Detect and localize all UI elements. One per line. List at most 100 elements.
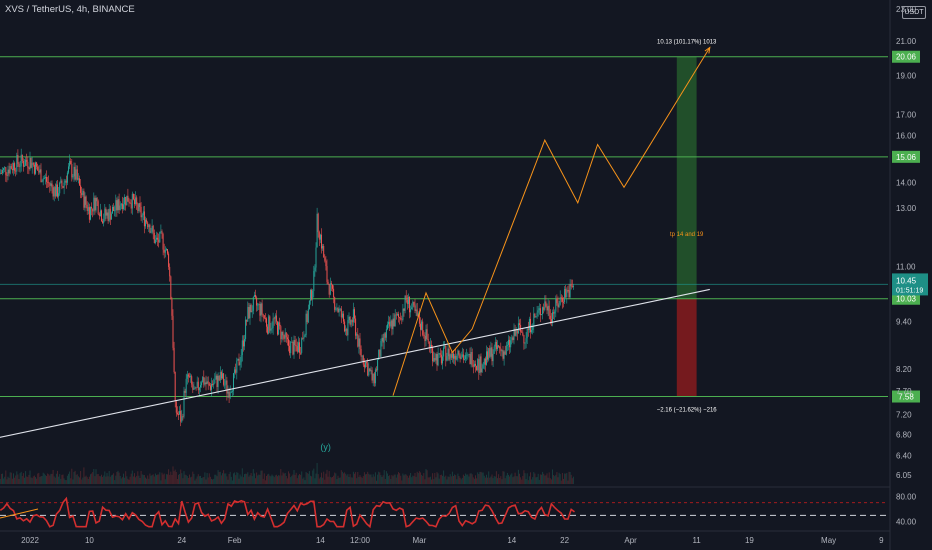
- candle-body: [273, 318, 275, 320]
- volume-bar: [158, 474, 160, 484]
- candle-body: [178, 414, 179, 415]
- candle-body: [140, 207, 142, 218]
- volume-bar: [17, 474, 19, 484]
- volume-bar: [311, 476, 313, 484]
- volume-bar: [219, 471, 221, 484]
- volume-bar: [538, 479, 540, 484]
- candle-body: [407, 296, 409, 305]
- candle-body: [428, 341, 430, 348]
- volume-bar: [39, 477, 41, 484]
- volume-bar: [352, 471, 354, 484]
- volume-bar: [10, 472, 12, 484]
- candle-body: [37, 166, 39, 171]
- candle-body: [172, 315, 174, 348]
- volume-bar: [362, 476, 364, 484]
- candle-body: [118, 199, 120, 210]
- time-tick-label: 14: [316, 536, 325, 545]
- volume-bar: [411, 477, 413, 484]
- candle-body: [0, 173, 1, 174]
- volume-bar: [310, 475, 311, 484]
- candle-body: [205, 382, 207, 384]
- volume-bar: [220, 475, 222, 484]
- volume-bar: [488, 471, 490, 484]
- volume-bar: [422, 475, 424, 484]
- candle-body: [239, 362, 241, 366]
- volume-bars: [0, 463, 574, 484]
- volume-bar: [390, 478, 392, 484]
- volume-bar: [378, 471, 380, 484]
- volume-bar: [343, 473, 344, 484]
- candle-body: [249, 304, 251, 319]
- volume-bar: [435, 477, 437, 484]
- volume-bar: [33, 475, 35, 484]
- volume-bar: [103, 475, 105, 484]
- volume-bar: [47, 473, 49, 484]
- level-price-label: 15.06: [896, 153, 917, 162]
- candle-body: [543, 307, 545, 310]
- candle-body: [179, 410, 181, 415]
- volume-bar: [113, 473, 115, 484]
- candle-body: [22, 160, 24, 167]
- currency-badge[interactable]: USDT: [902, 6, 926, 19]
- volume-bar: [289, 473, 291, 484]
- candle-body: [501, 350, 503, 352]
- level-price-tag: [892, 292, 920, 305]
- volume-bar: [565, 473, 567, 484]
- volume-bar: [121, 477, 123, 484]
- volume-bar: [465, 473, 467, 484]
- volume-bar: [163, 473, 165, 484]
- volume-bar: [186, 476, 188, 484]
- candle-body: [464, 358, 465, 360]
- volume-bar: [468, 476, 470, 484]
- volume-bar: [187, 477, 189, 484]
- candle-body: [509, 339, 511, 348]
- volume-bar: [148, 478, 150, 484]
- volume-bar: [469, 473, 471, 484]
- candle-body: [79, 178, 80, 186]
- volume-bar: [70, 478, 72, 484]
- candle-body: [294, 340, 296, 346]
- volume-bar: [150, 475, 152, 484]
- candle-body: [167, 248, 168, 254]
- volume-bar: [444, 476, 446, 484]
- volume-bar: [533, 472, 535, 484]
- price-tick-label: 6.05: [896, 471, 912, 480]
- volume-bar: [336, 479, 338, 484]
- volume-bar: [86, 477, 88, 484]
- candle-body: [528, 318, 530, 331]
- candle-body: [313, 271, 315, 291]
- candle-body: [358, 338, 360, 347]
- candle-body: [510, 340, 512, 348]
- candle-body: [473, 363, 475, 367]
- candle-body: [499, 346, 501, 349]
- candle-body: [453, 353, 454, 359]
- candle-body: [150, 231, 152, 233]
- candle-body: [455, 355, 457, 360]
- candle-body: [503, 351, 505, 359]
- volume-bar: [328, 471, 330, 484]
- volume-bar: [400, 475, 402, 484]
- volume-bar: [363, 472, 365, 484]
- volume-bar: [246, 473, 248, 484]
- candle-body: [299, 342, 300, 353]
- candle-body: [479, 356, 481, 373]
- volume-bar: [183, 471, 185, 484]
- volume-bar: [345, 473, 347, 484]
- candle-body: [326, 266, 328, 282]
- price-tick-label: 7.70: [896, 387, 912, 396]
- volume-bar: [25, 471, 27, 484]
- candle-body: [324, 257, 326, 261]
- candle-body: [96, 197, 98, 202]
- candle-body: [532, 326, 534, 331]
- candle-body: [206, 381, 208, 384]
- volume-bar: [486, 474, 487, 484]
- candle-body: [215, 375, 217, 380]
- candle-body: [334, 297, 336, 310]
- candle-body: [225, 380, 227, 385]
- candle-body: [350, 319, 352, 325]
- volume-bar: [267, 474, 269, 484]
- volume-bar: [28, 474, 30, 484]
- candle-body: [552, 312, 553, 323]
- volume-bar: [401, 480, 403, 484]
